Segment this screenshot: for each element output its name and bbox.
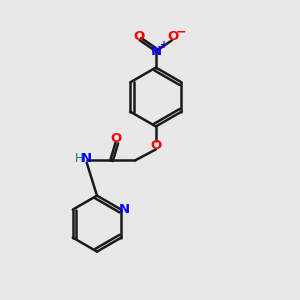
Text: N: N — [81, 152, 92, 165]
Text: N: N — [151, 45, 162, 58]
Text: N: N — [118, 203, 130, 216]
Text: O: O — [133, 30, 144, 43]
Text: −: − — [176, 26, 186, 38]
Text: H: H — [75, 152, 84, 165]
Text: O: O — [110, 132, 121, 145]
Text: O: O — [167, 30, 178, 43]
Text: O: O — [150, 139, 161, 152]
Text: +: + — [160, 40, 168, 50]
